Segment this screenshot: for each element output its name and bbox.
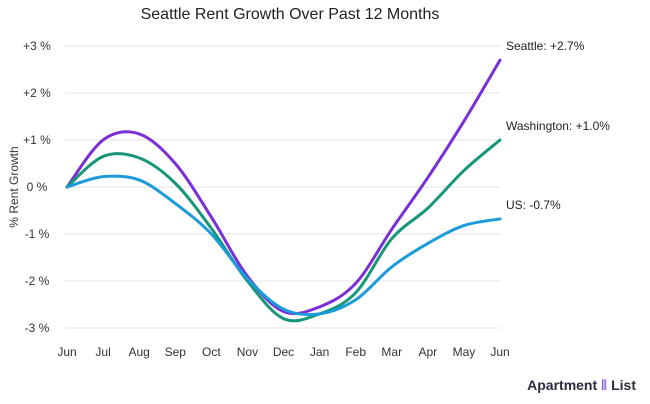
apartment-list-logo: Apartment ⦀ List — [527, 377, 636, 394]
y-tick-label: -3 % — [25, 321, 50, 335]
series-end-label: Washington: +1.0% — [506, 119, 610, 133]
x-tick-label: Jun — [490, 345, 509, 359]
x-tick-label: Aug — [128, 345, 149, 359]
series-line-us — [65, 174, 502, 317]
x-tick-label: Dec — [273, 345, 294, 359]
y-tick-label: 0 % — [27, 180, 48, 194]
series-line-seattle — [65, 58, 502, 316]
logo-icon: ⦀ — [601, 377, 608, 393]
x-tick-label: Jan — [310, 345, 329, 359]
logo-text-right: List — [611, 377, 636, 393]
x-tick-label: Feb — [345, 345, 366, 359]
chart-title: Seattle Rent Growth Over Past 12 Months — [140, 6, 440, 23]
x-tick-label: Apr — [418, 345, 437, 359]
x-tick-label: Mar — [381, 345, 402, 359]
y-tick-label: +3 % — [23, 39, 51, 53]
series-end-label: Seattle: +2.7% — [506, 39, 585, 53]
series-end-label: US: -0.7% — [506, 198, 561, 212]
y-tick-label: -2 % — [25, 274, 50, 288]
x-tick-label: Oct — [202, 345, 221, 359]
logo-text-left: Apartment — [527, 377, 598, 393]
x-tick-label: May — [453, 345, 476, 359]
y-axis-label: % Rent Growth — [7, 146, 21, 227]
series-line-washington — [65, 138, 502, 323]
x-tick-label: Jul — [95, 345, 110, 359]
y-tick-label: +1 % — [23, 133, 51, 147]
x-tick-label: Nov — [237, 345, 258, 359]
y-tick-label: -1 % — [25, 227, 50, 241]
y-tick-label: +2 % — [23, 86, 51, 100]
x-tick-label: Sep — [165, 345, 187, 359]
x-tick-label: Jun — [57, 345, 76, 359]
